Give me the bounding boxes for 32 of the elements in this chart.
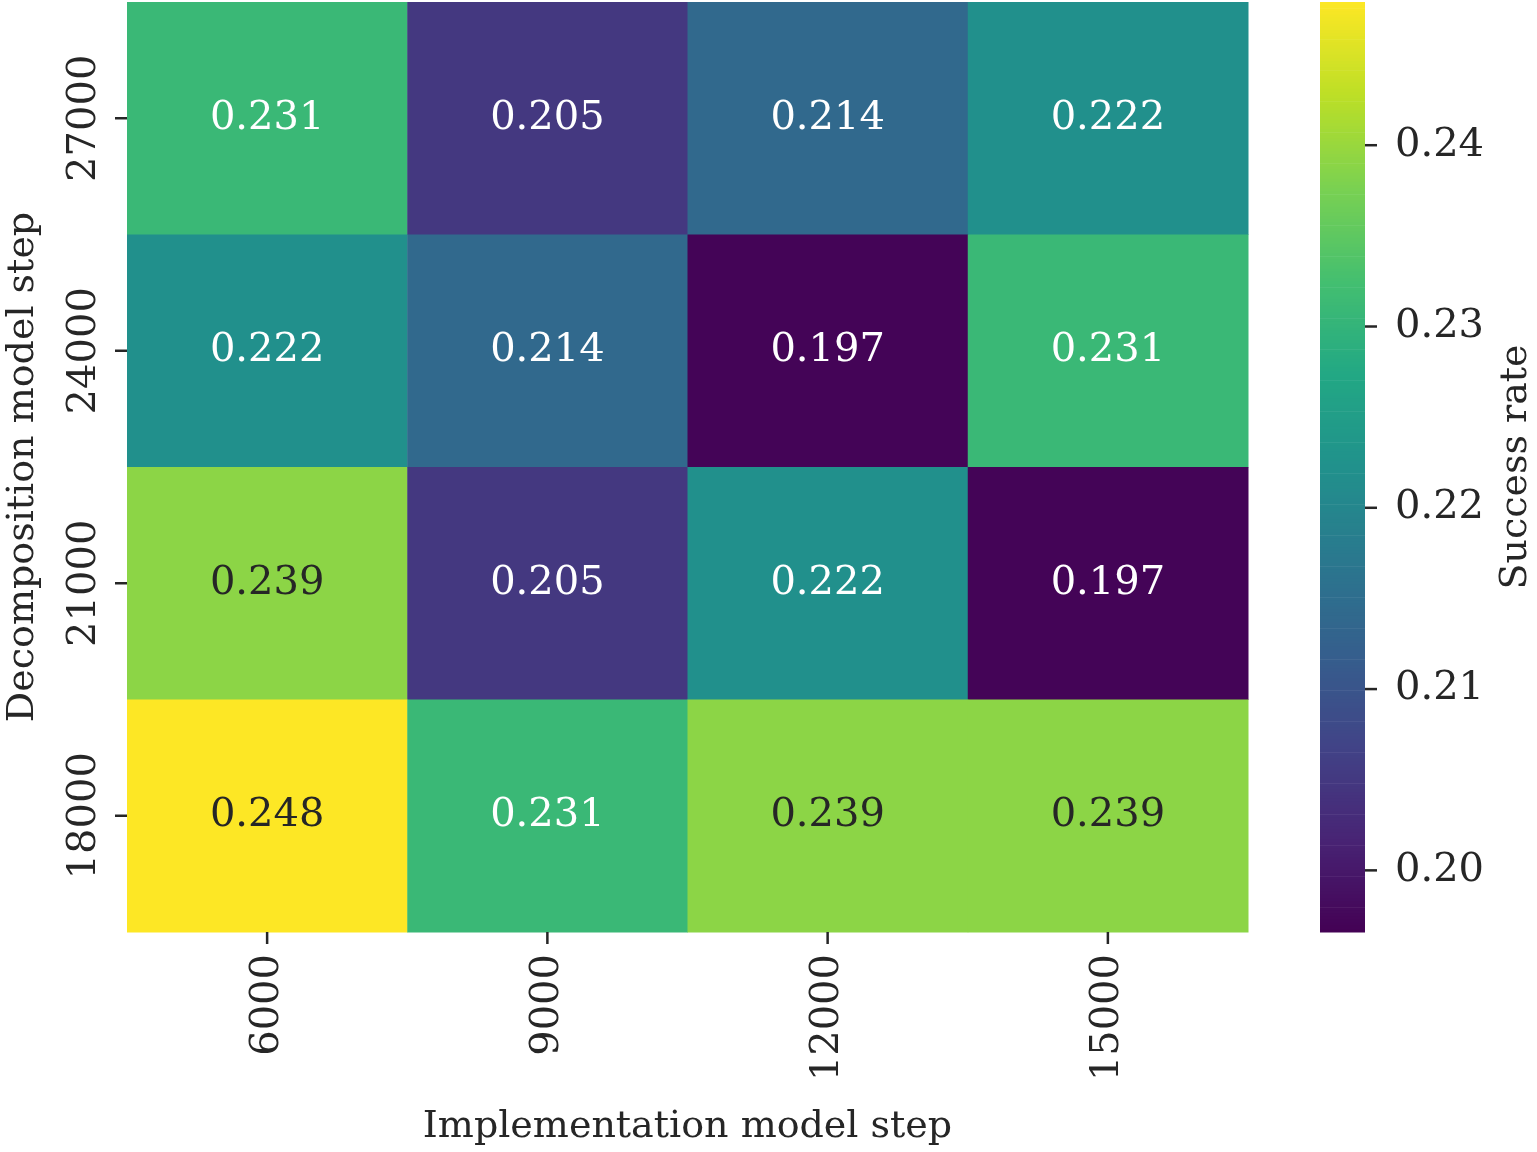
data-label: 0.197 bbox=[1050, 556, 1166, 603]
x-axis-title: Implementation model step bbox=[422, 1101, 953, 1146]
data-label: 0.239 bbox=[770, 789, 885, 836]
data-label: 0.248 bbox=[209, 789, 325, 836]
data-label: 0.205 bbox=[490, 91, 605, 138]
x-tick-label: 9000 bbox=[520, 954, 567, 1056]
data-label: 0.222 bbox=[770, 556, 885, 603]
data-label: 0.231 bbox=[490, 789, 605, 836]
color-bar-label: 0.23 bbox=[1395, 299, 1485, 346]
color-bar-label: 0.22 bbox=[1395, 481, 1485, 528]
data-label: 0.214 bbox=[490, 324, 605, 371]
color-bar-label: 0.20 bbox=[1395, 843, 1485, 890]
y-tick-label: 24000 bbox=[58, 287, 105, 415]
color-bar-title: Success rate bbox=[1490, 344, 1535, 590]
data-label: 0.239 bbox=[1050, 789, 1166, 836]
data-label: 0.197 bbox=[770, 324, 885, 371]
data-label: 0.222 bbox=[209, 324, 325, 371]
x-tick-label: 12000 bbox=[801, 954, 848, 1082]
data-label: 0.231 bbox=[1050, 324, 1166, 371]
data-label: 0.231 bbox=[209, 91, 325, 138]
color-bar-label: 0.21 bbox=[1395, 662, 1485, 709]
x-tick-label: 15000 bbox=[1081, 954, 1128, 1082]
y-tick-label: 21000 bbox=[58, 519, 105, 647]
data-label: 0.205 bbox=[490, 556, 605, 603]
data-label: 0.239 bbox=[209, 556, 325, 603]
color-bar-label: 0.24 bbox=[1395, 118, 1485, 165]
data-label: 0.222 bbox=[1050, 91, 1166, 138]
y-tick-label: 18000 bbox=[58, 752, 105, 880]
y-tick-label: 27000 bbox=[58, 54, 105, 182]
y-axis-title: Decomposition model step bbox=[0, 211, 42, 723]
data-label: 0.214 bbox=[770, 91, 885, 138]
x-tick-label: 6000 bbox=[240, 954, 287, 1056]
